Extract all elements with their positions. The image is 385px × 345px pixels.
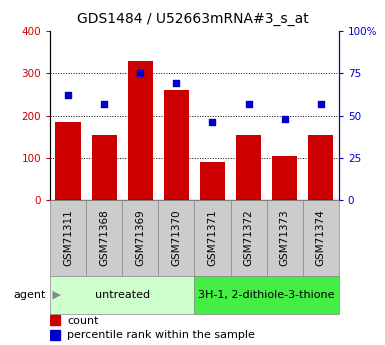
Text: GSM71368: GSM71368 [99, 210, 109, 266]
Text: GSM71370: GSM71370 [171, 210, 181, 266]
Bar [303, 200, 339, 276]
Bar [231, 200, 266, 276]
Text: agent: agent [14, 290, 46, 300]
Text: GSM71311: GSM71311 [63, 210, 73, 266]
Bar [266, 200, 303, 276]
Bar [164, 90, 189, 200]
Text: GSM71374: GSM71374 [316, 210, 326, 266]
Text: GSM71369: GSM71369 [135, 210, 145, 266]
Bar [158, 200, 194, 276]
Text: GSM71371: GSM71371 [208, 210, 218, 266]
Point [137, 71, 143, 76]
Bar [122, 200, 158, 276]
Point [246, 101, 252, 107]
Point [101, 101, 107, 107]
Bar [50, 276, 194, 314]
Text: count: count [67, 316, 99, 326]
Bar [50, 315, 60, 325]
Point [65, 92, 71, 98]
Bar [200, 162, 225, 200]
Bar [92, 135, 117, 200]
Bar [236, 135, 261, 200]
Bar [194, 200, 231, 276]
Point [209, 120, 216, 125]
Point [281, 116, 288, 122]
Bar [50, 330, 60, 340]
Text: percentile rank within the sample: percentile rank within the sample [67, 330, 255, 340]
Bar [128, 61, 153, 200]
Bar [55, 122, 81, 200]
Text: untreated: untreated [95, 290, 150, 300]
Point [173, 81, 179, 86]
Text: 3H-1, 2-dithiole-3-thione: 3H-1, 2-dithiole-3-thione [198, 290, 335, 300]
Bar [194, 276, 339, 314]
Point [318, 101, 324, 107]
Bar [272, 156, 297, 200]
Text: GSM71372: GSM71372 [244, 210, 254, 266]
Text: GSM71373: GSM71373 [280, 210, 290, 266]
Bar [86, 200, 122, 276]
Bar [50, 200, 86, 276]
Text: GDS1484 / U52663mRNA#3_s_at: GDS1484 / U52663mRNA#3_s_at [77, 12, 308, 26]
Bar [308, 135, 333, 200]
Text: ▶: ▶ [49, 290, 61, 300]
